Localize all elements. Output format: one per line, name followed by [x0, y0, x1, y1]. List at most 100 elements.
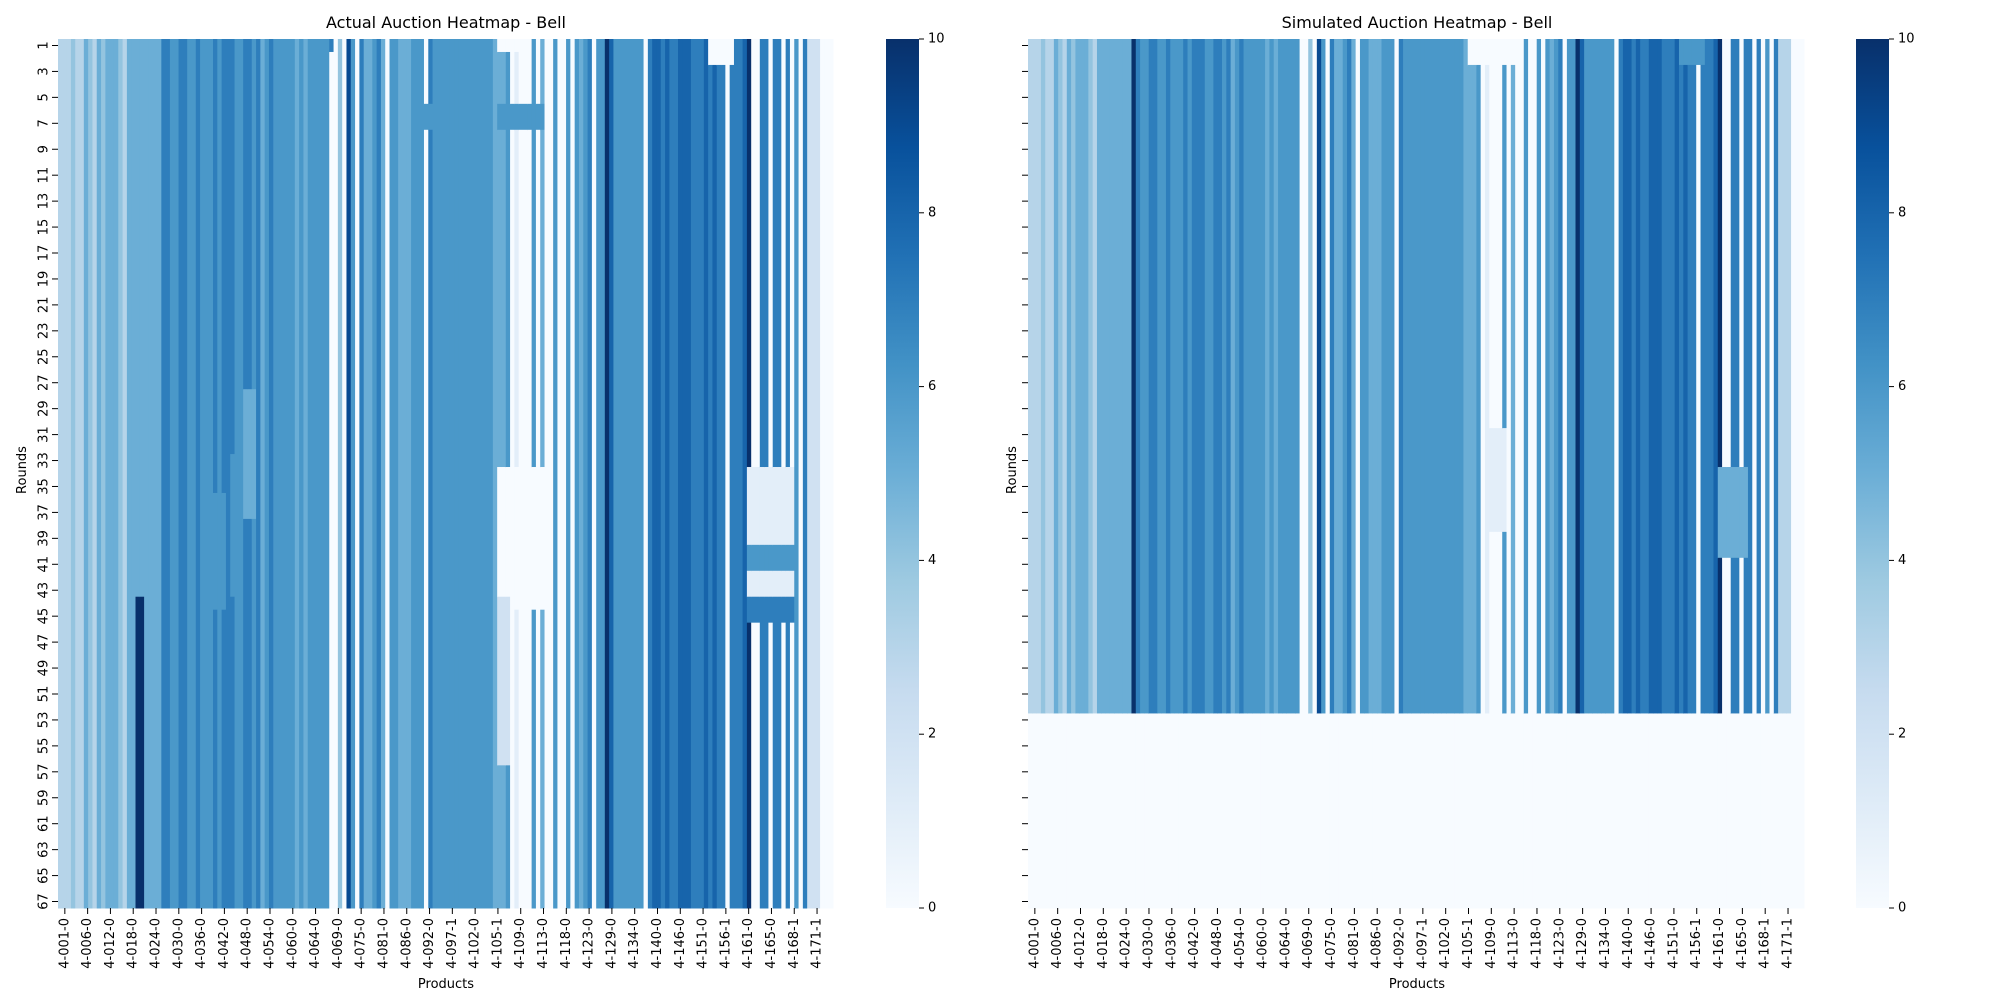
heatmap-cell — [1653, 39, 1658, 714]
heatmap-cell — [113, 39, 119, 909]
heatmap-cell — [204, 39, 210, 909]
heatmap-cell — [639, 39, 645, 909]
heatmap-cell — [591, 39, 597, 909]
heatmap-cell — [1635, 713, 1641, 909]
heatmap-cell — [380, 39, 386, 909]
heatmap-cell — [1135, 39, 1141, 714]
heatmap-cell — [777, 39, 782, 468]
heatmap-cell — [785, 39, 791, 468]
heatmap-cell — [1575, 713, 1581, 909]
heatmap-cell — [1670, 39, 1676, 714]
heatmap-cell — [1403, 713, 1408, 909]
heatmap-cell — [656, 39, 662, 909]
heatmap-cell — [690, 39, 696, 909]
heatmap-cell — [1420, 713, 1426, 909]
x-tick-label: 4-156-1 — [1689, 918, 1704, 969]
heatmap-cell — [475, 39, 481, 909]
x-tick-label: 4-012-0 — [1073, 918, 1088, 969]
heatmap-cell — [1230, 713, 1236, 909]
x-tick-label: 4-064-0 — [308, 918, 323, 969]
heatmap-cell — [746, 39, 752, 468]
heatmap-cell — [1523, 713, 1529, 909]
x-axis-label: Products — [1389, 977, 1445, 992]
y-tick-label: 57 — [37, 764, 52, 781]
heatmap-cell — [1252, 713, 1257, 909]
heatmap-cell — [1243, 713, 1249, 909]
heatmap-cell — [578, 39, 584, 909]
heatmap-cell — [535, 39, 541, 105]
heatmap-cell — [1597, 39, 1602, 714]
heatmap-cell — [1342, 713, 1348, 909]
heatmap-cell — [781, 622, 787, 909]
heatmap-cell — [1390, 713, 1395, 909]
colorbar-tick-label: 8 — [1898, 205, 1906, 220]
heatmap-cell — [268, 39, 274, 909]
heatmap-cell — [1696, 64, 1702, 909]
heatmap-cell — [462, 39, 468, 909]
heatmap-cell — [647, 39, 653, 909]
y-tick-label: 19 — [37, 271, 52, 288]
heatmap-cell — [755, 467, 761, 546]
y-tick-label: 43 — [37, 582, 52, 599]
heatmap-cell — [574, 39, 580, 909]
heatmap-cell — [1700, 39, 1706, 66]
heatmap-cell — [139, 596, 145, 909]
heatmap-cell — [1049, 39, 1055, 714]
heatmap-cell — [1502, 39, 1508, 66]
y-tick-label: 25 — [37, 348, 52, 365]
x-tick-label: 4-018-0 — [126, 918, 141, 969]
heatmap-cell — [794, 39, 800, 909]
heatmap-cell — [1644, 713, 1650, 909]
heatmap-cell — [1096, 39, 1102, 714]
heatmap-cell — [1678, 64, 1684, 714]
heatmap-cell — [333, 39, 339, 909]
heatmap-cell — [785, 544, 791, 572]
heatmap-cell — [1200, 713, 1206, 909]
y-tick-label: 63 — [37, 841, 52, 858]
heatmap-cell — [1226, 713, 1232, 909]
heatmap-cell — [1687, 39, 1693, 66]
heatmap-cell — [406, 39, 412, 909]
heatmap-cell — [497, 39, 502, 53]
heatmap-cell — [1691, 64, 1697, 714]
y-tick-label: 61 — [37, 815, 52, 832]
heatmap-cell — [1359, 39, 1365, 714]
heatmap-cell — [514, 103, 520, 131]
heatmap-cell — [828, 39, 834, 909]
heatmap-cell — [1342, 39, 1348, 714]
y-axis-label: Rounds — [1005, 446, 1020, 494]
heatmap-cell — [1735, 467, 1740, 559]
heatmap-cell — [1575, 39, 1581, 714]
heatmap-cell — [1278, 713, 1283, 909]
heatmap-cell — [566, 39, 571, 909]
heatmap-cell — [716, 39, 722, 66]
heatmap-cell — [802, 39, 808, 909]
heatmap-cell — [789, 596, 795, 624]
heatmap-cell — [768, 596, 774, 624]
heatmap-cell — [1165, 39, 1171, 714]
heatmap-cell — [286, 39, 291, 909]
heatmap-cell — [1549, 39, 1555, 714]
heatmap-cell — [1256, 39, 1262, 714]
heatmap-cell — [785, 596, 791, 909]
heatmap-cell — [411, 39, 416, 909]
x-tick-label: 4-086-0 — [1370, 918, 1385, 969]
y-tick-label: 23 — [37, 323, 52, 340]
x-tick-label: 4-069-0 — [1301, 918, 1316, 969]
heatmap-cell — [518, 129, 524, 909]
heatmap-cell — [135, 39, 141, 598]
heatmap-cell — [746, 596, 752, 624]
heatmap-cell — [1273, 39, 1279, 714]
heatmap-cell — [1385, 39, 1391, 714]
heatmap-cell — [811, 39, 817, 909]
heatmap-cell — [1381, 39, 1387, 714]
heatmap-cell — [703, 39, 709, 909]
heatmap-cell — [1510, 713, 1516, 909]
heatmap-cell — [824, 39, 830, 909]
heatmap-cell — [772, 544, 778, 572]
heatmap-cell — [1321, 713, 1326, 909]
heatmap-cell — [161, 39, 167, 909]
heatmap-cell — [1502, 531, 1508, 714]
heatmap-cell — [1545, 39, 1551, 714]
x-tick-label: 4-018-0 — [1096, 918, 1111, 969]
